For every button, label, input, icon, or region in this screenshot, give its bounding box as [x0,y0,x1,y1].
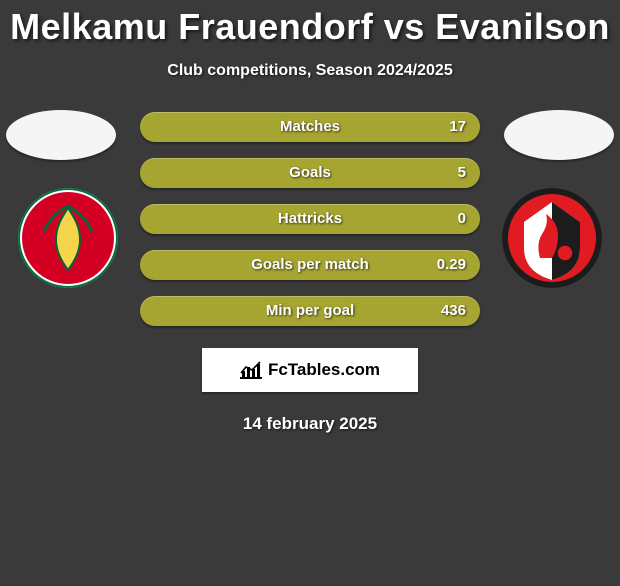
player-photo-left [6,110,116,160]
page-title: Melkamu Frauendorf vs Evanilson [0,6,620,48]
stat-bar-value-right: 0.29 [437,250,466,280]
club-crest-bournemouth [502,188,602,288]
club-crest-liverpool [18,188,118,288]
stat-bar-label: Matches [140,112,480,142]
stat-bar-goals: Goals5 [140,158,480,188]
stat-bar-goals-per-match: Goals per match0.29 [140,250,480,280]
stat-bar-value-right: 5 [458,158,466,188]
stat-bar-label: Min per goal [140,296,480,326]
generated-date: 14 february 2025 [0,414,620,434]
stat-bar-value-right: 0 [458,204,466,234]
comparison-stage: Matches17 Goals5 Hattricks0 Goals per match… [0,112,620,342]
stat-bar-label: Goals per match [140,250,480,280]
stat-bars: Matches17 Goals5 Hattricks0 Goals per match… [140,112,480,342]
brand-text: FcTables.com [268,360,380,380]
stat-bar-label: Hattricks [140,204,480,234]
stat-bar-hattricks: Hattricks0 [140,204,480,234]
page-subtitle: Club competitions, Season 2024/2025 [0,62,620,80]
stat-bar-value-right: 436 [441,296,466,326]
player-photo-right [504,110,614,160]
stat-bar-value-right: 17 [449,112,466,142]
stat-bar-label: Goals [140,158,480,188]
brand-box[interactable]: FcTables.com [202,348,418,392]
stat-bar-min-per-goal: Min per goal436 [140,296,480,326]
stat-bar-matches: Matches17 [140,112,480,142]
brand-chart-icon [240,361,262,379]
